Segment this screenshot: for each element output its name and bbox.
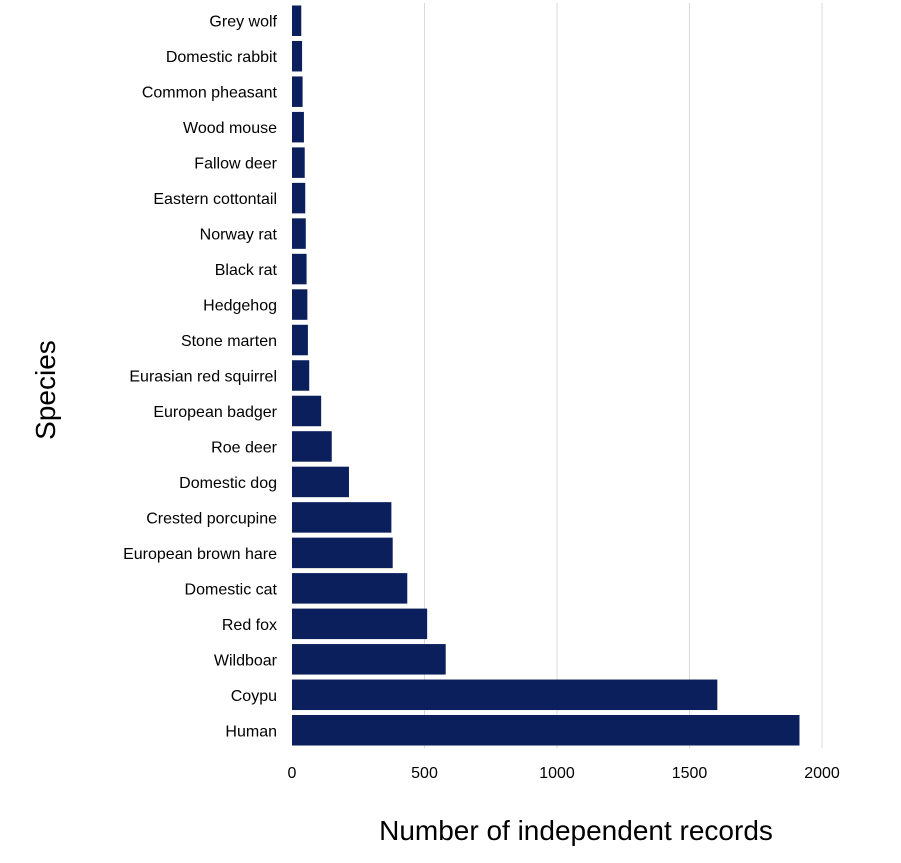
bar-stone-marten <box>292 324 308 356</box>
category-label: Coypu <box>231 688 277 705</box>
bar-european-badger <box>292 395 322 427</box>
bar-eurasian-red-squirrel <box>292 360 310 391</box>
x-tick-label: 1000 <box>539 765 575 782</box>
bar-european-brown-hare <box>292 537 393 569</box>
category-label: Human <box>225 723 277 740</box>
bar-red-fox <box>292 608 428 640</box>
bar-domestic-dog <box>292 466 349 498</box>
category-label: Wood mouse <box>183 120 277 137</box>
x-tick-label: 1500 <box>672 765 708 782</box>
category-label: Domestic rabbit <box>166 49 278 66</box>
category-label: European brown hare <box>123 546 277 563</box>
category-labels: Grey wolf Domestic rabbit Common pheasant W… <box>123 14 278 741</box>
bar-human <box>292 715 800 746</box>
category-label: Black rat <box>215 262 278 279</box>
category-label: Crested porcupine <box>146 510 277 527</box>
bar-black-rat <box>292 253 307 285</box>
x-tick-label: 2000 <box>804 765 840 782</box>
bar-grey-wolf <box>292 5 302 36</box>
x-tick-labels: 0 500 1000 1500 2000 <box>288 765 840 782</box>
category-label: Common pheasant <box>142 85 278 102</box>
x-axis-title: Number of independent records <box>379 815 773 846</box>
bar-norway-rat <box>292 218 306 249</box>
y-axis-title: Species <box>30 340 61 440</box>
category-label: Wildboar <box>214 652 278 669</box>
bar-coypu <box>292 679 718 711</box>
bar-roe-deer <box>292 431 332 462</box>
bar-domestic-cat <box>292 573 408 604</box>
bars <box>292 5 800 746</box>
bar-fallow-deer <box>292 147 305 178</box>
category-label: Domestic cat <box>185 581 278 598</box>
category-label: Eurasian red squirrel <box>129 369 277 386</box>
category-label: Roe deer <box>211 439 277 456</box>
x-tick-label: 0 <box>288 765 297 782</box>
category-label: Fallow deer <box>194 156 277 173</box>
category-label: Red fox <box>222 617 277 634</box>
bar-eastern-cottontail <box>292 182 306 214</box>
bar-crested-porcupine <box>292 502 392 533</box>
category-label: Norway rat <box>200 227 278 244</box>
bar-hedgehog <box>292 289 308 320</box>
category-label: Eastern cottontail <box>153 191 277 208</box>
bar-wildboar <box>292 644 446 675</box>
bar-common-pheasant <box>292 76 303 107</box>
category-label: Grey wolf <box>209 14 277 31</box>
bar-wood-mouse <box>292 111 304 143</box>
category-label: Domestic dog <box>179 475 277 492</box>
gridlines <box>424 3 823 748</box>
bar-domestic-rabbit <box>292 40 303 72</box>
x-tick-label: 500 <box>411 765 438 782</box>
category-label: Stone marten <box>181 333 277 350</box>
category-label: European badger <box>153 404 277 421</box>
category-label: Hedgehog <box>203 298 277 315</box>
